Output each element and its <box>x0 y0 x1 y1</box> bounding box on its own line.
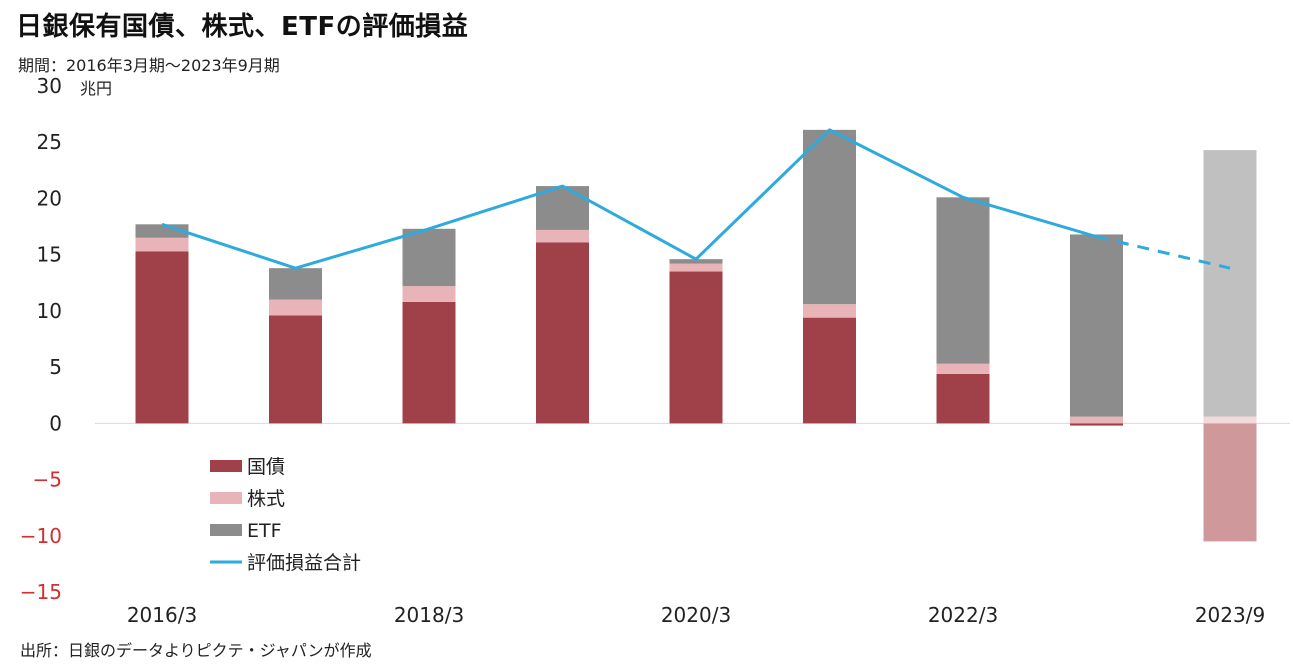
bar-jgb <box>669 271 723 424</box>
y-tick-label: 10 <box>37 299 62 323</box>
total-line-dashed <box>1096 235 1231 270</box>
bar-etf <box>536 186 589 230</box>
y-tick-label: 5 <box>49 355 62 379</box>
bar-jgb <box>269 315 322 424</box>
bar-etf <box>936 197 990 364</box>
x-tick-label: 2023/9 <box>1195 603 1265 627</box>
total-line-solid <box>161 128 1097 270</box>
bar-stock <box>536 229 589 243</box>
bar-jgb <box>402 301 456 424</box>
bar-stock <box>669 263 723 272</box>
y-tick-label: −15 <box>20 580 62 604</box>
bar-jgb <box>936 373 990 424</box>
bar-jgb <box>135 251 189 424</box>
legend-label: 国債 <box>247 456 285 478</box>
bar-stock <box>1070 416 1123 424</box>
y-unit-label: 兆円 <box>80 79 112 98</box>
x-tick-label: 2016/3 <box>127 603 197 627</box>
period-subtitle: 期間：2016年3月期～2023年9月期 <box>18 56 280 75</box>
source-note: 出所：日銀のデータよりピクテ・ジャパンが作成 <box>20 641 372 660</box>
x-tick-label: 2018/3 <box>394 603 464 627</box>
bar-jgb <box>536 242 589 424</box>
bar-stock <box>1203 416 1257 424</box>
y-tick-label: 30 <box>37 74 62 98</box>
bar-stock <box>803 304 856 318</box>
bar-jgb <box>803 317 856 424</box>
bar-etf <box>269 268 322 300</box>
legend-swatch <box>210 492 242 504</box>
legend-swatch <box>210 524 242 536</box>
y-tick-label: 25 <box>37 130 62 154</box>
legend-label: ETF <box>247 520 282 542</box>
y-tick-label: 15 <box>37 243 62 267</box>
chart-title: 日銀保有国債、株式、ETFの評価損益 <box>16 12 469 42</box>
bar-etf <box>402 228 456 287</box>
y-tick-label: −10 <box>20 524 62 548</box>
bar-etf <box>1203 150 1257 417</box>
bar-stock <box>135 237 189 252</box>
bar-etf <box>1070 234 1123 417</box>
legend-label: 評価損益合計 <box>247 552 361 574</box>
bar-stock <box>402 286 456 302</box>
legend-label: 株式 <box>247 488 285 510</box>
bar-jgb <box>1070 423 1123 426</box>
bar-etf <box>669 259 723 264</box>
bar-stock <box>269 299 322 316</box>
bar-stock <box>936 363 990 374</box>
legend-swatch <box>210 460 242 472</box>
x-tick-label: 2022/3 <box>928 603 998 627</box>
bar-etf <box>803 129 856 305</box>
y-tick-label: −5 <box>33 468 62 492</box>
x-tick-label: 2020/3 <box>661 603 731 627</box>
y-tick-label: 20 <box>37 186 62 210</box>
bar-jgb <box>1203 423 1257 542</box>
y-tick-label: 0 <box>49 411 62 435</box>
